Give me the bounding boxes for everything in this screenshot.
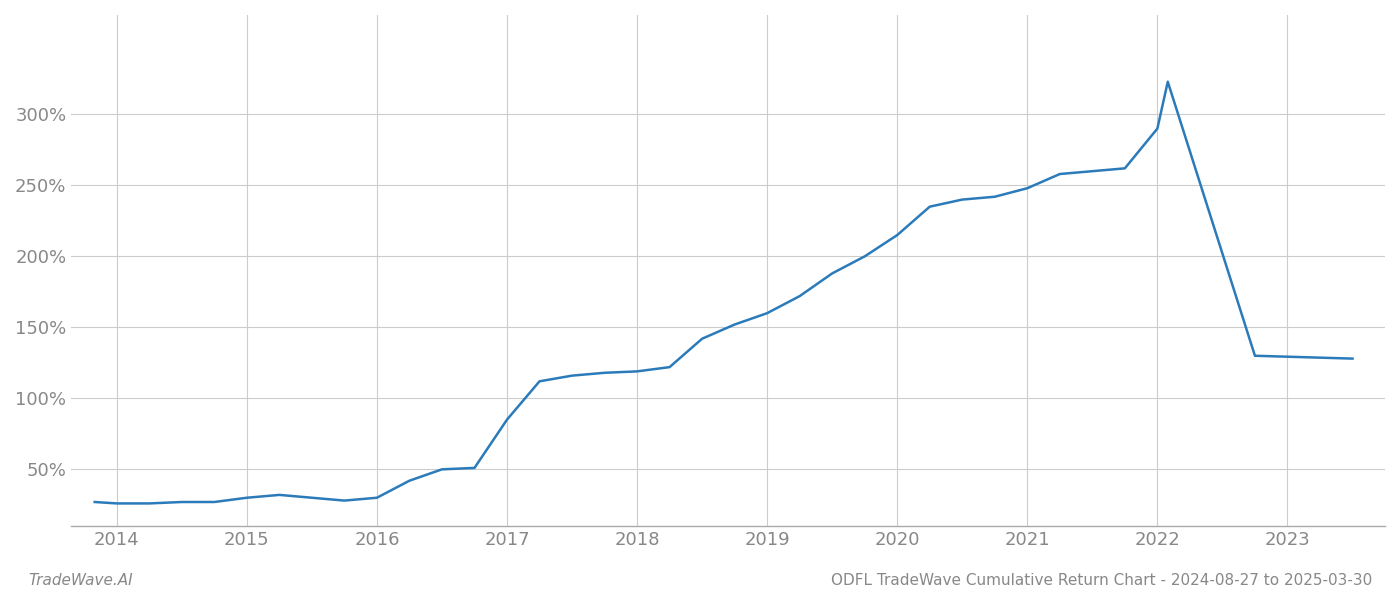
Text: TradeWave.AI: TradeWave.AI <box>28 573 133 588</box>
Text: ODFL TradeWave Cumulative Return Chart - 2024-08-27 to 2025-03-30: ODFL TradeWave Cumulative Return Chart -… <box>830 573 1372 588</box>
